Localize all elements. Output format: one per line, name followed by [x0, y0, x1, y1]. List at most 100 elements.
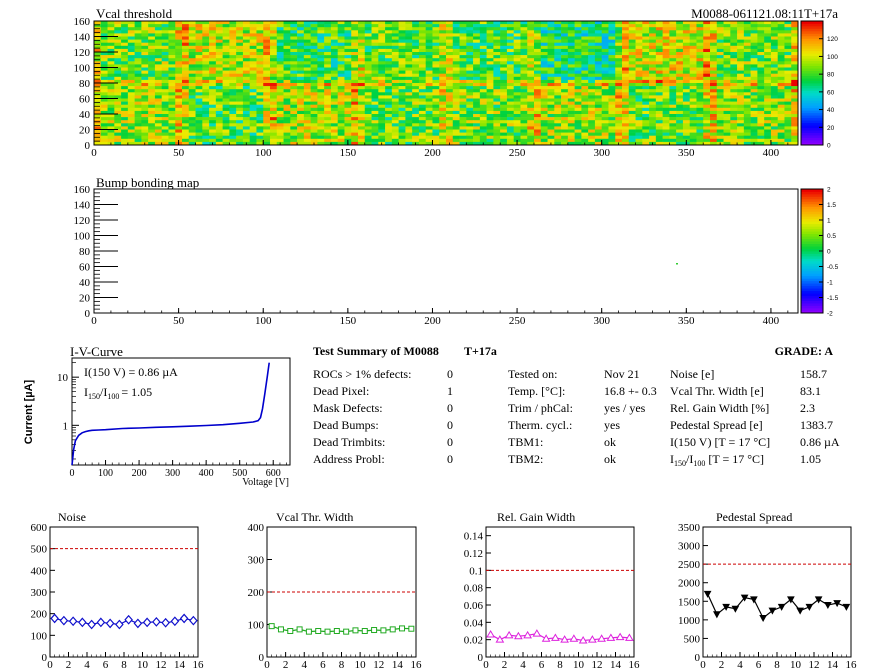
threshold-cell	[168, 27, 176, 31]
threshold-cell	[662, 117, 670, 121]
threshold-cell	[432, 104, 440, 109]
threshold-cell	[317, 79, 325, 84]
threshold-cell	[290, 92, 298, 96]
threshold-cell	[188, 39, 196, 43]
threshold-cell	[534, 110, 542, 115]
threshold-cell	[236, 52, 244, 56]
threshold-cell	[649, 64, 657, 68]
threshold-cell	[439, 89, 447, 93]
threshold-cell	[635, 89, 643, 93]
threshold-cell	[459, 61, 467, 65]
threshold-cell	[337, 129, 345, 133]
threshold-cell	[770, 64, 778, 68]
threshold-cell	[764, 117, 772, 121]
threshold-cell	[608, 107, 616, 112]
threshold-cell	[114, 129, 122, 133]
threshold-cell	[391, 67, 399, 71]
threshold-cell	[554, 95, 562, 99]
threshold-cell	[222, 120, 230, 124]
threshold-cell	[527, 120, 535, 124]
threshold-cell	[100, 24, 108, 28]
threshold-cell	[743, 117, 751, 121]
threshold-cell	[188, 33, 196, 37]
threshold-cell	[608, 104, 616, 109]
threshold-cell	[486, 73, 494, 78]
threshold-cell	[405, 48, 413, 53]
threshold-cell	[425, 36, 433, 40]
threshold-cell	[242, 36, 250, 40]
threshold-cell	[581, 95, 589, 99]
threshold-cell	[432, 95, 440, 99]
threshold-cell	[344, 61, 352, 65]
threshold-cell	[547, 86, 555, 90]
threshold-cell	[256, 101, 264, 105]
threshold-cell	[270, 73, 278, 78]
threshold-cell	[412, 114, 420, 118]
threshold-cell	[506, 110, 514, 115]
threshold-cell	[791, 21, 799, 25]
threshold-cell	[276, 120, 284, 124]
threshold-cell	[588, 36, 596, 40]
threshold-cell	[337, 86, 345, 90]
threshold-cell	[249, 70, 257, 74]
threshold-cell	[479, 48, 487, 53]
roc-data-point	[750, 596, 758, 604]
threshold-cell	[622, 98, 630, 102]
threshold-cell	[757, 107, 765, 112]
threshold-cell	[425, 86, 433, 90]
threshold-cell	[249, 114, 257, 118]
threshold-cell	[466, 67, 474, 71]
threshold-cell	[209, 120, 217, 124]
threshold-cell	[236, 104, 244, 109]
threshold-cell	[439, 120, 447, 124]
threshold-cell	[574, 83, 582, 87]
threshold-cell	[100, 79, 108, 84]
threshold-cell	[168, 30, 176, 34]
threshold-cell	[114, 39, 122, 43]
threshold-cell	[703, 79, 711, 84]
threshold-cell	[615, 120, 623, 124]
threshold-cell	[486, 27, 494, 31]
threshold-cell	[737, 123, 745, 127]
threshold-cell	[270, 107, 278, 112]
threshold-cell	[229, 30, 237, 34]
threshold-cell	[351, 129, 359, 133]
threshold-cell	[114, 55, 122, 59]
threshold-cell	[743, 98, 751, 102]
threshold-cell	[317, 70, 325, 74]
threshold-cell	[418, 61, 426, 65]
threshold-cell	[297, 45, 305, 50]
threshold-cell	[730, 126, 738, 130]
threshold-cell	[263, 45, 271, 50]
threshold-cell	[337, 48, 345, 53]
threshold-cell	[540, 104, 548, 109]
threshold-cell	[317, 86, 325, 90]
threshold-cell	[418, 76, 426, 81]
threshold-cell	[635, 117, 643, 121]
threshold-cell	[784, 114, 792, 118]
threshold-cell	[290, 58, 298, 62]
threshold-cell	[161, 58, 169, 62]
threshold-cell	[202, 58, 210, 62]
threshold-cell	[263, 86, 271, 90]
threshold-cell	[493, 36, 501, 40]
threshold-cell	[425, 104, 433, 109]
threshold-cell	[493, 92, 501, 96]
threshold-cell	[398, 33, 406, 37]
threshold-cell	[676, 45, 684, 50]
threshold-cell	[344, 114, 352, 118]
threshold-cell	[310, 104, 318, 109]
threshold-cell	[358, 95, 366, 99]
threshold-cell	[378, 27, 386, 31]
threshold-cell	[398, 73, 406, 78]
threshold-cell	[249, 36, 257, 40]
threshold-cell	[682, 104, 690, 109]
threshold-cell	[385, 36, 393, 40]
threshold-cell	[540, 76, 548, 81]
threshold-cell	[405, 76, 413, 81]
threshold-cell	[764, 98, 772, 102]
threshold-cell	[446, 89, 454, 93]
threshold-cell	[141, 129, 149, 133]
threshold-cell	[154, 86, 162, 90]
threshold-cell	[642, 45, 650, 50]
